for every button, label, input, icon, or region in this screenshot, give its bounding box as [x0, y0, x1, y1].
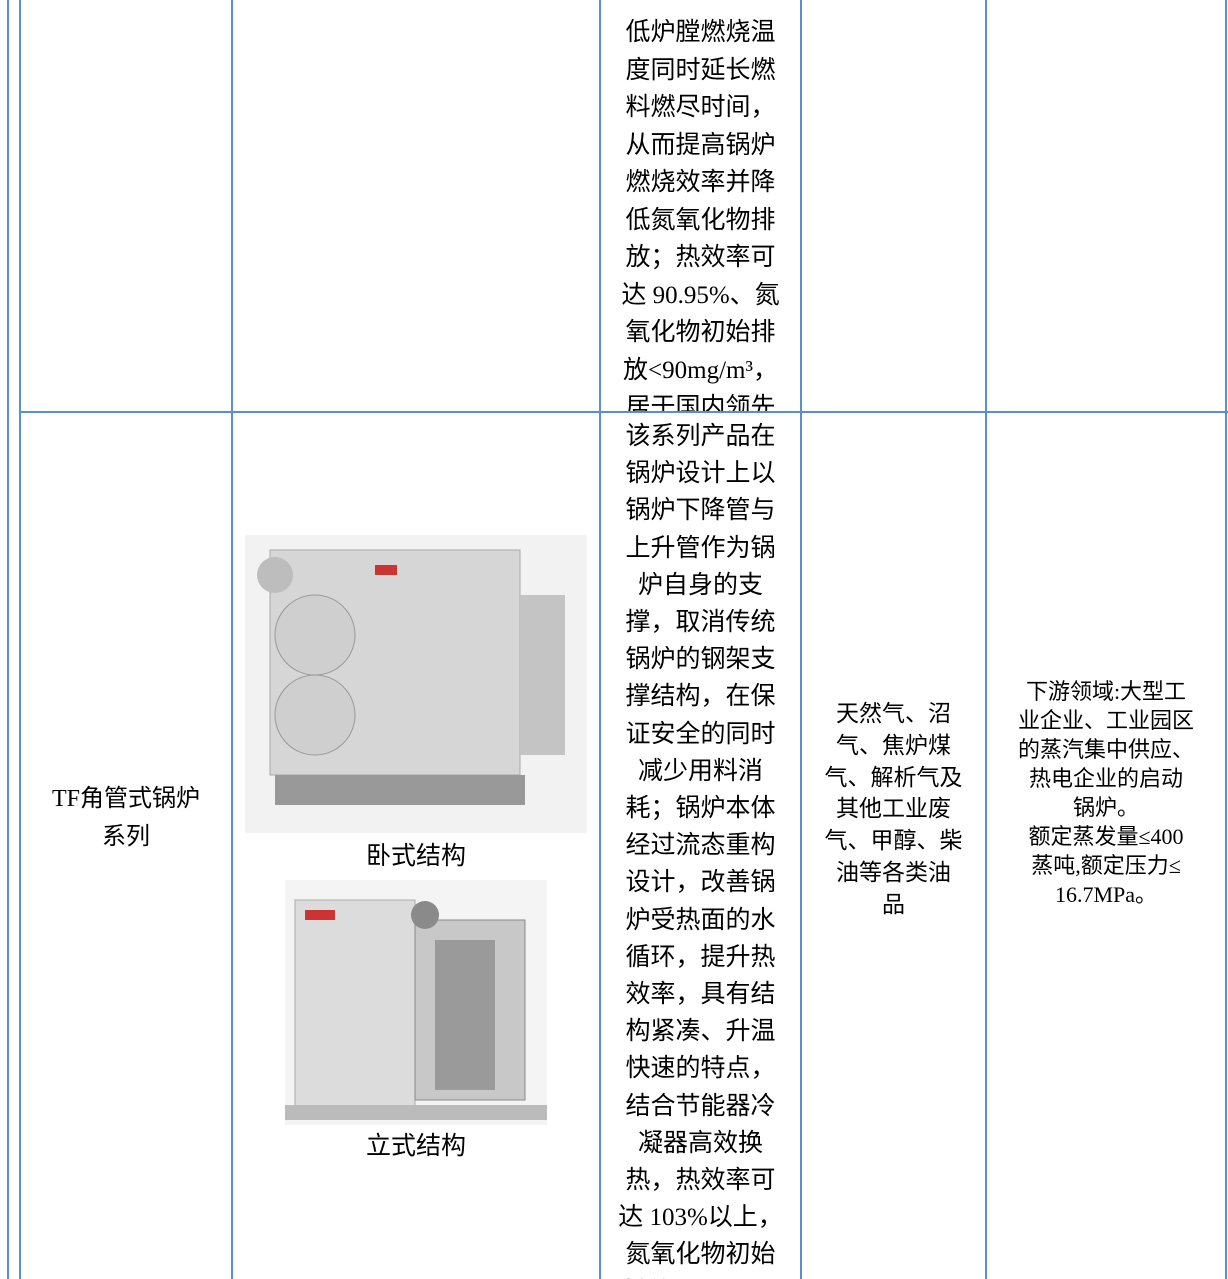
text-line: 排放<30mg/m³ [601, 1274, 800, 1279]
text-line: 气、甲醇、柴 [824, 828, 963, 854]
text-line: TF角管式锅炉 [51, 786, 200, 812]
structure-label: 卧式结构 [365, 843, 466, 870]
text-line: 减少用料消 [637, 757, 763, 785]
text-line: 燃烧效率并降 [625, 169, 776, 196]
text-line: 构紧凑、升温 [625, 1018, 776, 1046]
text-line: 热，热效率可 [625, 1167, 776, 1195]
structure-label: 立式结构 [365, 1133, 466, 1160]
text-line: 热电企业的启动 [1028, 766, 1183, 791]
text-line: 结合节能器冷 [625, 1092, 776, 1120]
boiler-image [285, 880, 547, 1125]
text-line: 16.7MPa。 [1054, 882, 1158, 907]
text-line: 额定蒸发量≤400 [1028, 824, 1184, 849]
text-line: 耗；锅炉本体 [625, 795, 776, 823]
text-line: 炉受热面的水 [625, 906, 776, 934]
border [599, 0, 601, 1279]
text-line: 该系列产品在 [625, 423, 776, 450]
fuel-cell: 天然气、沼气、焦炉煤气、解析气及 其他工业废气、甲醇、柴 油等各类油品 [802, 698, 985, 921]
text-line: 放<90mg/m³， [623, 356, 778, 384]
text-line: 锅炉下降管与 [625, 497, 776, 525]
text-line: 品 [882, 891, 905, 917]
border [7, 0, 9, 1279]
description-cell: 该系列产品在 锅炉设计上以 锅炉下降管与 上升管作为锅 炉自身的支撑，取消传统 锅炉的钢架… [601, 418, 800, 1279]
text-line: 撑结构，在保 [625, 683, 776, 711]
text-line: 料燃尽时间， [625, 94, 776, 121]
border [800, 0, 802, 1279]
border [19, 0, 21, 1279]
border [1225, 0, 1227, 1279]
text-line: 锅炉的钢架支 [625, 646, 776, 674]
text-line: 天然气、沼 [836, 701, 951, 726]
text-line: 上升管作为锅 [625, 534, 776, 562]
text-line: 居于国内领先 [625, 394, 776, 411]
text-line: 的蒸汽集中供应、 [1017, 737, 1194, 762]
text-line: 氮氧化物初始 [625, 1241, 776, 1269]
text-line: 设计，改善锅 [625, 869, 776, 897]
text-line: 效率，具有结 [625, 981, 776, 1009]
text-line: 快速的特点， [625, 1055, 776, 1083]
text-line: 油等各类油 [836, 859, 951, 885]
text-line: 气、焦炉煤 [836, 732, 951, 758]
border [231, 0, 233, 1279]
border [20, 411, 1228, 413]
text-line: 撑，取消传统 [625, 609, 776, 637]
text-line: 放；热效率可 [625, 244, 776, 271]
text-line: 其他工业废 [836, 796, 951, 822]
text-line: 炉自身的支 [637, 571, 763, 599]
text-line: 证安全的同时 [625, 720, 776, 748]
text-line: 度同时延长燃 [625, 56, 776, 84]
text-line: 锅炉。 [1072, 795, 1139, 820]
text-line: 蒸吨,额定压力≤ [1031, 853, 1181, 878]
text-line: 凝器高效换 [637, 1129, 763, 1157]
border [985, 0, 987, 1279]
text-line: 氧化物初始排 [625, 319, 776, 346]
text-line: 循环，提升热 [625, 943, 776, 971]
text-line: 业企业、工业园区 [1017, 708, 1194, 733]
text-line: 达 90.95%、氮 [621, 281, 780, 309]
boiler-image [245, 535, 587, 833]
product-cell: TF角管式锅炉 系列 [21, 780, 231, 856]
text-line: 下游领域:大型工 [1025, 679, 1187, 704]
text-line: 低氮氧化物排 [625, 206, 776, 234]
text-line: 低炉膛燃烧温 [625, 19, 776, 46]
text-line: 经过流态重构 [625, 832, 776, 860]
text-line: 达 103%以上， [618, 1204, 783, 1232]
description-cell: 低炉膛燃烧温 度同时延长燃 料燃尽时间， 从而提高锅炉 燃烧效率并降 低氮氧化物排 放；热效… [601, 14, 800, 411]
text-line: 锅炉设计上以 [625, 460, 776, 488]
text-line: 从而提高锅炉 [625, 131, 776, 159]
text-line: 系列 [102, 824, 150, 850]
application-cell: 下游领域:大型工 业企业、工业园区 的蒸汽集中供应、 热电企业的启动 锅炉。额定蒸发量≤… [987, 677, 1225, 909]
text-line: 气、解析气及 [824, 764, 963, 790]
